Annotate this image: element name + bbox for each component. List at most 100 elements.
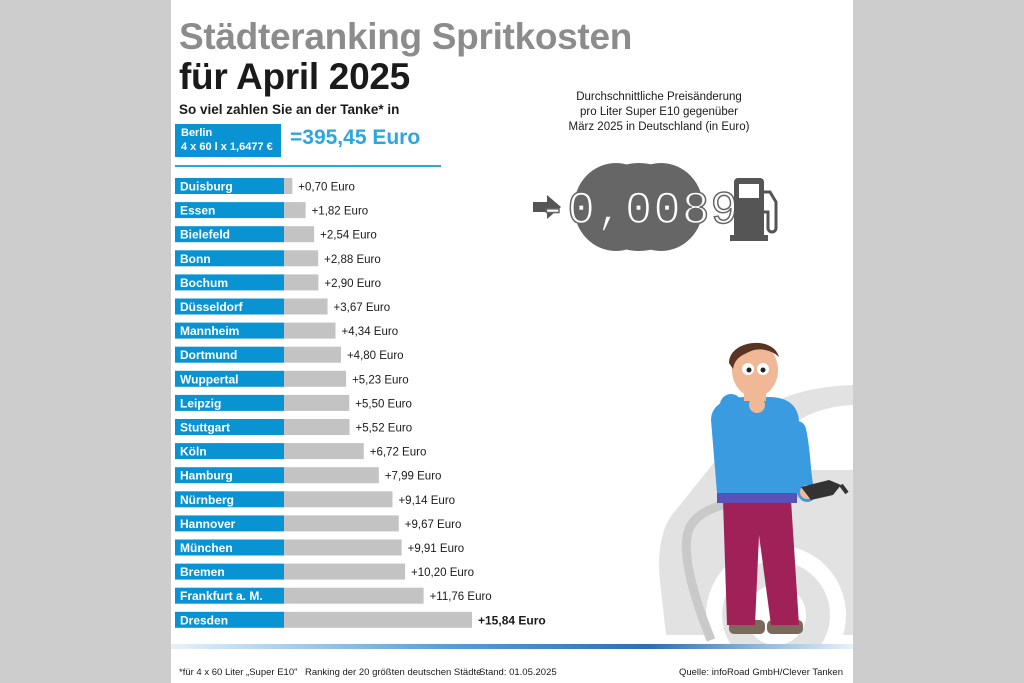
- value-label: +0,70 Euro: [298, 182, 355, 194]
- city-label: Bremen: [180, 565, 225, 579]
- caption-line-1: Durchschnittliche Preisänderung: [576, 91, 742, 103]
- city-label: Hannover: [180, 517, 236, 531]
- bar: [284, 515, 399, 532]
- city-label-bg: [175, 419, 284, 435]
- city-label-bg: [175, 611, 284, 628]
- city-label: München: [180, 541, 233, 555]
- value-label: +9,91 Euro: [408, 543, 465, 555]
- title-line-1: Städteranking Spritkosten: [179, 16, 633, 57]
- city-label-bg: [175, 226, 284, 243]
- city-label-bg: [175, 587, 284, 604]
- city-label-bg: [175, 298, 284, 315]
- city-label: Nürnberg: [180, 493, 234, 507]
- value-label: +2,88 Euro: [324, 254, 381, 266]
- value-label: +15,84 Euro: [478, 613, 546, 627]
- berlin-formula: 4 x 60 l x 1,6477 €: [181, 141, 273, 153]
- berlin-box: Berlin 4 x 60 l x 1,6477 €: [175, 124, 281, 157]
- bar-chart: Duisburg +0,70 Euro Essen +1,82 Euro Bielefe…: [175, 178, 546, 628]
- subtitle: So viel zahlen Sie an der Tanke* in: [179, 102, 400, 117]
- person-illustration: [711, 342, 849, 634]
- value-label: +6,72 Euro: [370, 447, 427, 459]
- bar: [284, 467, 379, 484]
- price-change-caption: Durchschnittliche Preisänderung pro Lite…: [549, 90, 769, 135]
- city-label-bg: [175, 322, 284, 339]
- bar: [284, 226, 315, 243]
- bar: [284, 394, 350, 411]
- city-label: Bielefeld: [180, 228, 230, 242]
- fuel-pump-icon: [730, 178, 778, 241]
- value-label: +2,54 Euro: [320, 230, 377, 242]
- city-label: Stuttgart: [180, 421, 230, 435]
- bar: [284, 346, 341, 363]
- bar: [284, 322, 336, 339]
- value-label: +11,76 Euro: [430, 591, 492, 603]
- value-label: +3,67 Euro: [334, 302, 391, 314]
- bar: [284, 298, 328, 315]
- city-label-bg: [175, 563, 284, 580]
- value-label: +2,90 Euro: [324, 278, 381, 290]
- bar: [284, 370, 347, 387]
- city-label: Leipzig: [180, 396, 221, 410]
- caption-line-3: März 2025 in Deutschland (in Euro): [568, 121, 750, 133]
- value-label: +1,82 Euro: [312, 206, 369, 218]
- value-label: +9,14 Euro: [398, 495, 455, 507]
- city-label-bg: [175, 515, 284, 532]
- city-label-bg: [175, 178, 284, 194]
- city-label: Frankfurt a. M.: [180, 589, 263, 603]
- berlin-city: Berlin: [181, 127, 213, 139]
- footer-stand: Stand: 01.05.2025: [479, 667, 557, 678]
- bar: [284, 491, 393, 508]
- bar: [284, 587, 424, 604]
- city-label-bg: [175, 370, 284, 387]
- footer-bar: [171, 644, 853, 649]
- city-label: Hamburg: [180, 469, 233, 483]
- value-label: +5,50 Euro: [355, 398, 412, 410]
- bar: [284, 563, 406, 580]
- city-label-bg: [175, 274, 284, 291]
- bar: [284, 419, 350, 435]
- city-label-bg: [175, 467, 284, 484]
- footer-ranking: Ranking der 20 größten deutschen Städte: [305, 667, 482, 678]
- bar: [284, 539, 402, 556]
- city-label-bg: [175, 491, 284, 508]
- footer-source: Quelle: infoRoad GmbH/Clever Tanken: [678, 667, 843, 678]
- separator-line: [175, 165, 441, 167]
- footer-note: *für 4 x 60 Liter „Super E10": [179, 667, 298, 678]
- value-label: +5,52 Euro: [356, 423, 413, 435]
- arrow-right-icon: [533, 195, 561, 219]
- title-line-2: für April 2025: [179, 56, 410, 97]
- city-label: Dortmund: [180, 348, 237, 362]
- bar: [284, 274, 319, 291]
- city-label: Düsseldorf: [180, 300, 244, 314]
- city-label: Köln: [180, 445, 207, 459]
- city-label: Dresden: [180, 613, 228, 627]
- city-label: Duisburg: [180, 180, 233, 194]
- city-label: Essen: [180, 204, 215, 218]
- bar: [284, 443, 364, 460]
- value-label: +4,80 Euro: [347, 350, 404, 362]
- berlin-total: =395,45 Euro: [290, 126, 421, 149]
- value-label: +7,99 Euro: [385, 471, 442, 483]
- city-label-bg: [175, 202, 284, 219]
- city-label-bg: [175, 250, 284, 267]
- bar: [284, 611, 472, 628]
- value-label: +9,67 Euro: [405, 519, 462, 531]
- scene-illustration: [659, 342, 853, 645]
- bar: [284, 202, 306, 219]
- price-change-value: -0,0089: [539, 185, 739, 237]
- bar: [284, 250, 319, 267]
- price-change-display: -0,0089: [533, 163, 778, 251]
- city-label-bg: [175, 539, 284, 556]
- city-label-bg: [175, 394, 284, 411]
- bar: [284, 178, 293, 194]
- display-disc-mid: [589, 163, 689, 251]
- value-label: +5,23 Euro: [352, 374, 409, 386]
- city-label: Bochum: [180, 276, 228, 290]
- city-label: Wuppertal: [180, 372, 238, 386]
- city-label-bg: [175, 346, 284, 363]
- city-label: Bonn: [180, 252, 211, 266]
- value-label: +4,34 Euro: [342, 326, 399, 338]
- city-label-bg: [175, 443, 284, 460]
- city-label: Mannheim: [180, 324, 239, 338]
- infographic-card: Städteranking Spritkosten für April 2025…: [171, 0, 853, 683]
